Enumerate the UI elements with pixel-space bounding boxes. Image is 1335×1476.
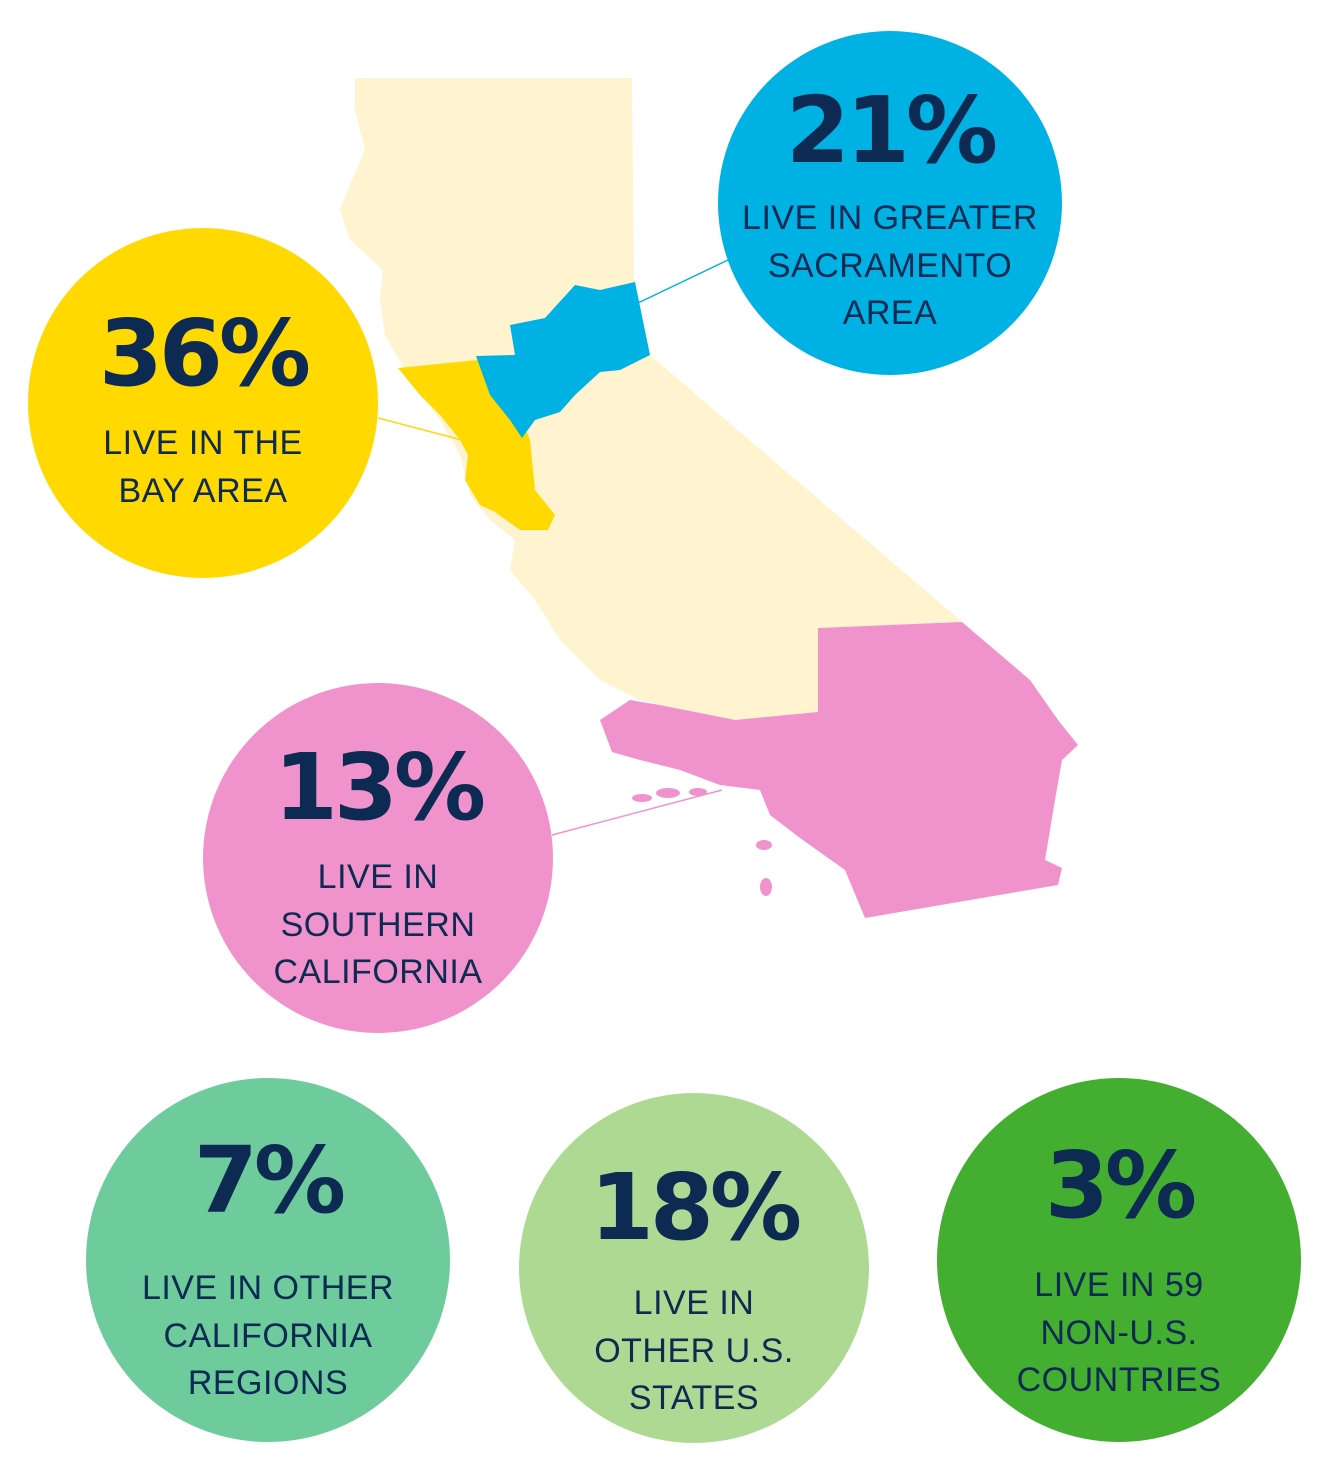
stat-label-line: LIVE IN THE (103, 424, 303, 462)
stat-label: LIVE IN SOUTHERN CALIFORNIA (273, 854, 482, 997)
stat-label-line: NON-U.S. (1040, 1313, 1198, 1352)
bay-area-leader-line (377, 417, 463, 441)
stat-label-line: LIVE IN (317, 858, 439, 896)
stat-percent: 7% (193, 1127, 346, 1234)
stat-label: LIVE IN GREATER SACRAMENTO AREA (742, 195, 1038, 338)
stat-percent: 21% (785, 77, 998, 184)
stat-percent: 36% (98, 300, 311, 407)
island-icon (689, 788, 707, 796)
stat-label-line: CALIFORNIA (273, 953, 483, 992)
bay-stat-circle: 36% LIVE IN THE BAY AREA (28, 228, 378, 578)
southern-california-region (600, 622, 1078, 918)
stat-label-line: COUNTRIES (1016, 1361, 1222, 1400)
stat-label-line: SOUTHERN (280, 905, 476, 944)
stat-label-line: LIVE IN OTHER (141, 1269, 395, 1307)
stat-label-line: LIVE IN (633, 1284, 755, 1322)
stat-label: LIVE IN THE BAY AREA (103, 420, 303, 515)
stat-percent: 3% (1044, 1132, 1197, 1239)
other-us-stat-circle: 18% LIVE IN OTHER U.S. STATES (519, 1093, 869, 1443)
stat-label-line: STATES (628, 1379, 760, 1418)
sacramento-stat-circle: 21% LIVE IN GREATER SACRAMENTO AREA (718, 31, 1062, 375)
island-icon (756, 840, 772, 850)
stat-label-line: LIVE IN GREATER (742, 199, 1038, 237)
stat-label-line: LIVE IN 59 (1034, 1266, 1204, 1304)
bay-area-region (398, 360, 555, 530)
stat-label: LIVE IN 59 NON-U.S. COUNTRIES (1017, 1262, 1222, 1405)
sacramento-region (476, 282, 650, 438)
stat-label-line: CALIFORNIA (163, 1316, 373, 1355)
stat-percent: 13% (273, 734, 486, 841)
island-icon (632, 794, 652, 802)
stat-label: LIVE IN OTHER U.S. STATES (594, 1280, 794, 1423)
stat-label-line: BAY AREA (118, 471, 288, 510)
california-state-shape (340, 78, 962, 720)
other-ca-stat-circle: 7% LIVE IN OTHER CALIFORNIA REGIONS (86, 1078, 450, 1442)
stat-percent: 18% (589, 1154, 802, 1261)
stat-label-line: REGIONS (187, 1364, 349, 1403)
stat-label-line: OTHER U.S. (594, 1331, 794, 1370)
stat-label: LIVE IN OTHER CALIFORNIA REGIONS (142, 1265, 394, 1408)
island-icon (656, 788, 680, 798)
southern-stat-circle: 13% LIVE IN SOUTHERN CALIFORNIA (203, 683, 553, 1033)
island-icon (760, 878, 772, 896)
non-us-stat-circle: 3% LIVE IN 59 NON-U.S. COUNTRIES (937, 1078, 1301, 1442)
southern-leader-line (551, 789, 723, 836)
stat-label-line: SACRAMENTO (767, 246, 1013, 285)
sacramento-leader-line (637, 259, 729, 304)
stat-label-line: AREA (842, 294, 938, 333)
